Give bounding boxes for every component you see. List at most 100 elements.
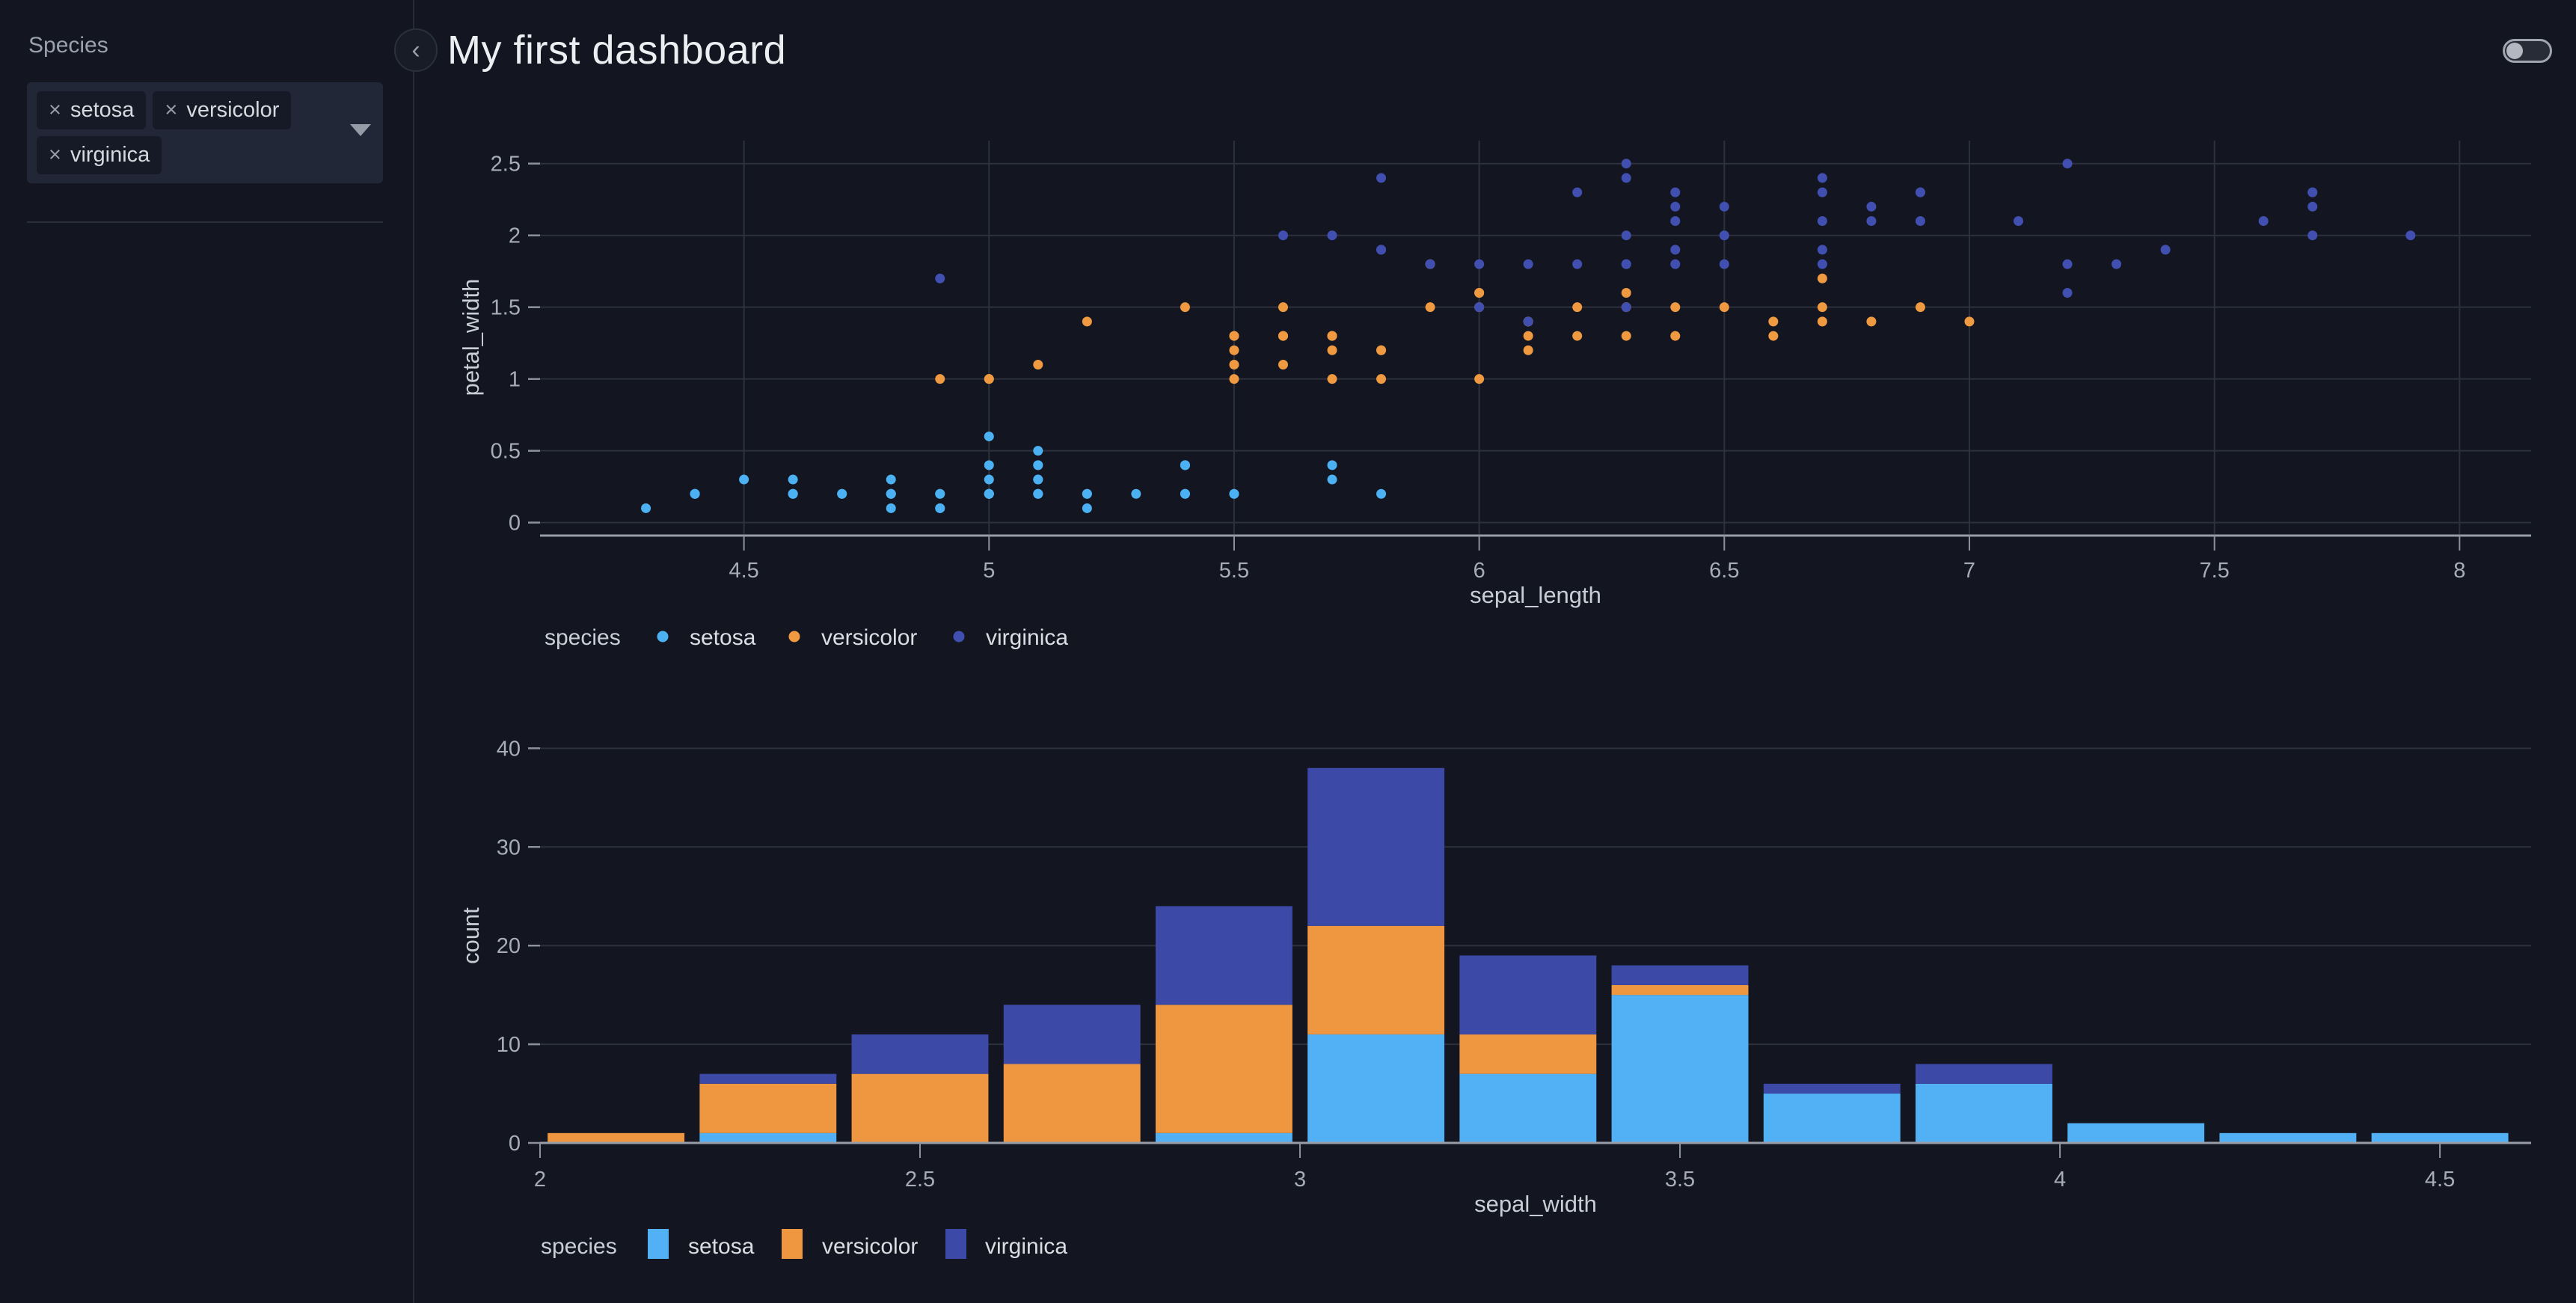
bar-segment-versicolor[interactable] (1307, 925, 1445, 1034)
bar-segment-versicolor[interactable] (699, 1083, 837, 1133)
remove-tag-icon[interactable]: × (49, 98, 61, 122)
scatter-point-virginica[interactable] (2307, 187, 2318, 197)
legend-item-setosa[interactable]: setosa (688, 1234, 755, 1259)
scatter-point-virginica[interactable] (1915, 187, 1925, 197)
scatter-point-virginica[interactable] (1866, 216, 1877, 227)
scatter-point-setosa[interactable] (837, 488, 847, 499)
scatter-point-virginica[interactable] (1474, 259, 1485, 269)
scatter-point-virginica[interactable] (1376, 245, 1387, 255)
legend-marker-virginica[interactable] (953, 631, 965, 643)
bar-segment-virginica[interactable] (1611, 965, 1749, 985)
bar-segment-virginica[interactable] (1003, 1005, 1141, 1064)
scatter-point-virginica[interactable] (2405, 230, 2416, 241)
scatter-point-versicolor[interactable] (1621, 331, 1631, 341)
scatter-point-versicolor[interactable] (1033, 359, 1043, 370)
bar-segment-virginica[interactable] (851, 1034, 989, 1074)
scatter-point-versicolor[interactable] (1768, 316, 1779, 327)
scatter-point-virginica[interactable] (1670, 201, 1681, 212)
scatter-point-virginica[interactable] (1719, 230, 1729, 241)
dropdown-caret-icon[interactable] (350, 124, 371, 136)
scatter-point-versicolor[interactable] (1719, 302, 1729, 313)
legend-marker-versicolor[interactable] (782, 1229, 803, 1259)
scatter-point-virginica[interactable] (1670, 216, 1681, 227)
scatter-point-versicolor[interactable] (1278, 302, 1288, 313)
scatter-point-versicolor[interactable] (1621, 287, 1631, 298)
legend-item-versicolor[interactable]: versicolor (822, 1234, 918, 1259)
scatter-point-versicolor[interactable] (1229, 345, 1239, 355)
scatter-point-setosa[interactable] (1180, 460, 1190, 470)
legend-marker-setosa[interactable] (657, 631, 669, 643)
scatter-point-versicolor[interactable] (1082, 316, 1092, 327)
scatter-point-virginica[interactable] (1719, 259, 1729, 269)
scatter-point-virginica[interactable] (1327, 230, 1337, 241)
scatter-point-virginica[interactable] (1670, 259, 1681, 269)
scatter-point-virginica[interactable] (2062, 259, 2073, 269)
scatter-point-virginica[interactable] (1523, 316, 1533, 327)
scatter-point-setosa[interactable] (1327, 460, 1337, 470)
scatter-point-virginica[interactable] (2307, 201, 2318, 212)
scatter-point-setosa[interactable] (788, 488, 798, 499)
scatter-point-versicolor[interactable] (1278, 331, 1288, 341)
bar-segment-versicolor[interactable] (1155, 1005, 1292, 1133)
scatter-point-versicolor[interactable] (1229, 331, 1239, 341)
scatter-point-setosa[interactable] (690, 488, 700, 499)
scatter-point-virginica[interactable] (2307, 230, 2318, 241)
scatter-point-versicolor[interactable] (1327, 374, 1337, 384)
bar-segment-setosa[interactable] (1916, 1083, 2052, 1143)
scatter-point-virginica[interactable] (1817, 173, 1827, 183)
bar-segment-setosa[interactable] (1307, 1034, 1445, 1143)
bar-segment-setosa[interactable] (1611, 995, 1749, 1143)
species-multiselect[interactable]: × setosa × versicolor × virginica (27, 82, 383, 183)
sidebar-collapse-button[interactable]: ‹ (394, 28, 438, 72)
scatter-point-setosa[interactable] (1033, 488, 1043, 499)
scatter-point-versicolor[interactable] (1523, 331, 1533, 341)
scatter-point-setosa[interactable] (886, 503, 896, 513)
scatter-point-setosa[interactable] (984, 474, 994, 485)
scatter-point-setosa[interactable] (1082, 503, 1092, 513)
scatter-point-setosa[interactable] (984, 431, 994, 441)
bar-segment-virginica[interactable] (1155, 906, 1292, 1005)
scatter-point-virginica[interactable] (1621, 159, 1631, 169)
bar-segment-virginica[interactable] (1763, 1083, 1901, 1094)
scatter-point-versicolor[interactable] (1817, 302, 1827, 313)
scatter-point-virginica[interactable] (1866, 201, 1877, 212)
scatter-point-virginica[interactable] (2062, 287, 2073, 298)
bar-segment-virginica[interactable] (1916, 1064, 2052, 1084)
bar-segment-setosa[interactable] (1763, 1094, 1901, 1143)
scatter-point-setosa[interactable] (1082, 488, 1092, 499)
scatter-point-setosa[interactable] (886, 488, 896, 499)
scatter-point-versicolor[interactable] (1572, 302, 1583, 313)
legend-marker-virginica[interactable] (945, 1229, 966, 1259)
scatter-point-setosa[interactable] (1033, 446, 1043, 456)
bar-segment-setosa[interactable] (2067, 1123, 2205, 1143)
scatter-point-virginica[interactable] (1523, 259, 1533, 269)
scatter-point-versicolor[interactable] (935, 374, 945, 384)
theme-toggle-switch[interactable] (2503, 39, 2552, 63)
scatter-point-setosa[interactable] (1327, 474, 1337, 485)
scatter-point-versicolor[interactable] (1229, 359, 1239, 370)
scatter-point-setosa[interactable] (984, 460, 994, 470)
scatter-point-versicolor[interactable] (1327, 331, 1337, 341)
scatter-point-versicolor[interactable] (1817, 316, 1827, 327)
legend-marker-setosa[interactable] (648, 1229, 669, 1259)
legend-marker-versicolor[interactable] (788, 631, 800, 643)
scatter-point-setosa[interactable] (641, 503, 651, 513)
legend-item-virginica[interactable]: virginica (985, 1234, 1067, 1259)
bar-segment-setosa[interactable] (1459, 1073, 1597, 1143)
scatter-point-setosa[interactable] (935, 488, 945, 499)
scatter-point-virginica[interactable] (1817, 187, 1827, 197)
scatter-point-versicolor[interactable] (1229, 374, 1239, 384)
scatter-point-setosa[interactable] (1033, 474, 1043, 485)
bar-segment-virginica[interactable] (699, 1073, 837, 1084)
scatter-point-setosa[interactable] (1229, 488, 1239, 499)
scatter-point-versicolor[interactable] (1376, 345, 1387, 355)
remove-tag-icon[interactable]: × (165, 98, 178, 122)
bar-segment-versicolor[interactable] (1611, 984, 1749, 996)
bar-segment-versicolor[interactable] (1459, 1034, 1597, 1074)
scatter-point-virginica[interactable] (1817, 216, 1827, 227)
scatter-point-versicolor[interactable] (1180, 302, 1190, 313)
scatter-point-virginica[interactable] (1915, 216, 1925, 227)
scatter-point-virginica[interactable] (1621, 173, 1631, 183)
scatter-point-versicolor[interactable] (1523, 345, 1533, 355)
scatter-point-setosa[interactable] (1180, 488, 1190, 499)
